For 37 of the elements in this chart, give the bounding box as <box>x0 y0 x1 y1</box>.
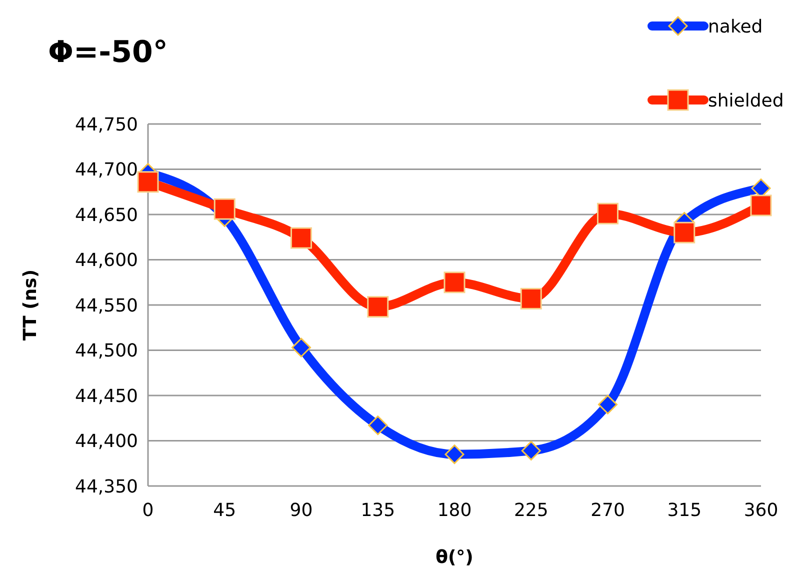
x-tick-label: 225 <box>514 500 548 521</box>
x-tick-label: 270 <box>590 500 625 521</box>
point <box>674 222 696 244</box>
point <box>292 338 311 358</box>
y-tick-label: 44,400 <box>75 431 138 452</box>
y-tick-label: 44,450 <box>75 386 138 407</box>
point <box>368 416 388 436</box>
x-tick-label: 315 <box>667 500 702 521</box>
point <box>597 202 618 224</box>
y-tick-label: 44,350 <box>75 476 138 498</box>
point <box>214 198 236 220</box>
point <box>444 272 466 294</box>
point <box>444 444 464 464</box>
x-tick-label: 90 <box>290 500 313 521</box>
point <box>367 296 389 318</box>
x-tick-label: 0 <box>142 500 154 521</box>
x-axis-title: θ(°) <box>436 547 474 568</box>
y-tick-label: 44,750 <box>75 114 138 136</box>
chart-title: Φ=-50° <box>48 35 168 70</box>
legend-label: shielded <box>708 90 784 112</box>
point <box>598 394 618 414</box>
x-tick-label: 45 <box>213 500 236 521</box>
point <box>521 440 541 460</box>
x-tick-label: 360 <box>744 500 778 521</box>
x-tick-label: 135 <box>360 500 396 521</box>
point <box>137 171 159 193</box>
point <box>520 288 542 310</box>
point <box>290 227 312 249</box>
y-axis-title: TT (ns) <box>20 269 41 341</box>
y-tick-label: 44,500 <box>75 340 138 362</box>
x-tick-label: 180 <box>437 500 472 521</box>
point <box>750 194 772 216</box>
y-tick-label: 44,700 <box>75 160 138 181</box>
y-tick-label: 44,650 <box>75 204 138 226</box>
legend-label: naked <box>708 16 763 38</box>
y-tick-label: 44,600 <box>75 250 138 272</box>
y-tick-label: 44,550 <box>75 295 138 316</box>
